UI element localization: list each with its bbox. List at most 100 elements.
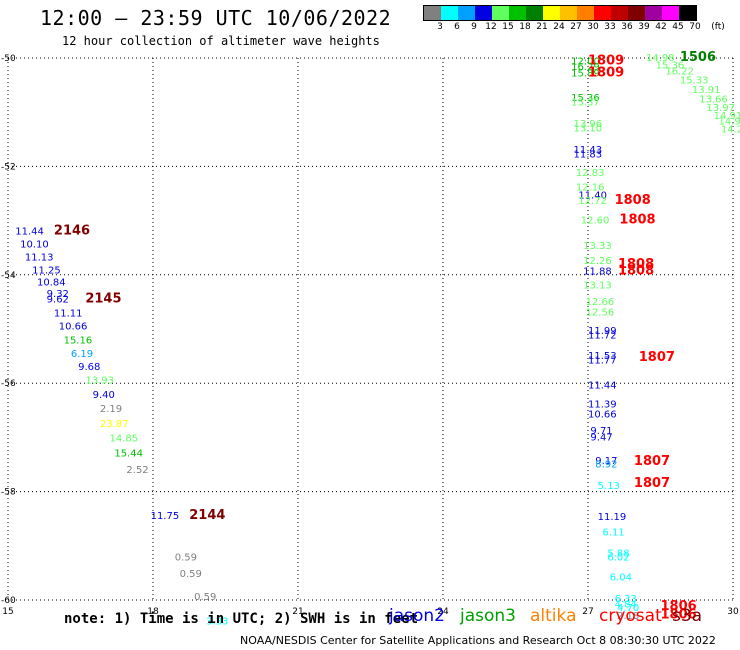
wave-height-label: 11.19	[598, 512, 627, 523]
wave-height-label: 11.77	[588, 355, 617, 366]
color-swatch	[662, 6, 679, 20]
wave-height-label: 9.68	[78, 362, 100, 373]
longitude-tick-label: 27	[582, 607, 593, 617]
wave-height-label: 9.71	[590, 426, 612, 437]
wave-height-label: 12:00	[571, 57, 600, 68]
wave-height-label: 6.11	[603, 528, 625, 539]
wave-height-label: 2.18	[617, 611, 639, 622]
color-scale-label: 18	[519, 22, 531, 32]
wave-height-label: 11.13	[25, 252, 54, 263]
longitude-tick-label: 24	[437, 607, 449, 617]
pass-time-label: 1808	[615, 193, 651, 208]
longitude-tick-label: 21	[292, 607, 303, 617]
wave-height-label: 9.62	[47, 295, 69, 306]
wave-height-label: 6.19	[71, 349, 93, 360]
wave-height-label: 11.83	[574, 149, 603, 160]
color-scale-label: 24	[553, 22, 565, 32]
color-scale-label: 39	[638, 22, 650, 32]
latitude-tick-label: -56	[1, 379, 16, 389]
latitude-tick-label: -54	[1, 271, 16, 281]
wave-height-label: 13.10	[574, 123, 603, 134]
color-swatch	[492, 6, 509, 20]
units-note: note: 1) Time is in UTC; 2) SWH is in fe…	[64, 611, 419, 627]
wave-height-label: 10.84	[37, 277, 66, 288]
color-swatch	[509, 6, 526, 20]
wave-height-label: 12.60	[581, 216, 610, 227]
wave-height-label: 11.53	[588, 351, 617, 362]
longitude-tick-label: 30	[727, 607, 739, 617]
pass-time-label: 1807	[634, 476, 670, 491]
color-scale-label: 45	[672, 22, 684, 32]
wave-height-label: 2.19	[100, 404, 122, 415]
wave-height-label: 5.88	[607, 548, 629, 559]
pass-time-label: 1807	[639, 350, 675, 365]
color-swatch	[458, 6, 475, 20]
wave-height-label: 16.29	[571, 62, 600, 73]
footer-credit: NOAA/NESDIS Center for Satellite Applica…	[240, 634, 716, 647]
wave-height-label: 6.33	[615, 594, 637, 605]
color-scale-bar	[423, 5, 697, 21]
pass-time-label: 1809	[588, 54, 624, 69]
color-swatch	[679, 6, 696, 20]
wave-height-label: 11.39	[588, 399, 617, 410]
color-swatch	[594, 6, 611, 20]
color-swatch	[645, 6, 662, 20]
pass-time-label: 1806	[661, 608, 697, 623]
wave-height-label: 15.89	[571, 69, 600, 80]
wave-height-label: 14.98	[646, 53, 675, 64]
wave-height-label: 11.44	[588, 380, 617, 391]
legend-jason3: jason3	[460, 606, 516, 626]
wave-height-label: 10.66	[588, 410, 617, 421]
wave-height-label: 11.43	[574, 145, 603, 156]
wave-height-label: 14.27	[721, 124, 740, 135]
pass-time-label: 1807	[634, 454, 670, 469]
longitude-tick-label: 18	[147, 607, 159, 617]
wave-height-label: 13.93	[85, 375, 114, 386]
pass-time-label: 1806	[661, 599, 697, 614]
wave-height-label: 15.36	[656, 61, 685, 72]
wave-height-label: 13.96	[574, 119, 603, 130]
wave-height-label: 11.44	[15, 226, 44, 237]
color-swatch	[560, 6, 577, 20]
wave-height-label: 16.22	[665, 66, 694, 77]
wave-height-label: 12.16	[576, 182, 605, 193]
wave-height-label: 11.75	[151, 511, 180, 522]
wave-height-label: 0.59	[175, 553, 197, 564]
wave-height-label: 9.40	[93, 390, 115, 401]
wave-height-label: 11.11	[54, 309, 83, 320]
wave-height-label: 9.32	[47, 289, 69, 300]
wave-height-label: 9.17	[595, 456, 617, 467]
wave-height-label: 15.33	[680, 76, 709, 87]
wave-height-label: 14.85	[110, 433, 139, 444]
wave-height-label: 5.13	[598, 481, 620, 492]
color-swatch	[424, 6, 441, 20]
color-scale-label: (ft)	[711, 22, 725, 32]
wave-height-label: 4.70	[617, 603, 639, 614]
wave-height-label: 23.87	[100, 419, 129, 430]
pass-time-label: 1808	[618, 263, 654, 278]
color-swatch	[543, 6, 560, 20]
pass-time-label: 1808	[619, 213, 655, 228]
wave-height-label: 15.16	[64, 335, 93, 346]
wave-height-label: 11.72	[588, 330, 617, 341]
color-scale-label: 27	[570, 22, 582, 32]
color-swatch	[475, 6, 492, 20]
wave-height-label: 15.44	[114, 449, 143, 460]
wave-height-label: 12.72	[578, 196, 607, 207]
pass-time-label: 1808	[618, 257, 654, 272]
color-scale-label: 6	[454, 22, 460, 32]
latitude-tick-label: -50	[1, 54, 16, 64]
pass-time-label: 1809	[588, 66, 624, 81]
latitude-tick-label: -60	[1, 596, 16, 606]
wave-height-label: 11.25	[32, 265, 61, 276]
pass-time-label: 2144	[189, 508, 225, 523]
color-scale-label: 42	[655, 22, 667, 32]
wave-height-label: 13.13	[583, 281, 612, 292]
wave-height-label: 12.56	[586, 308, 615, 319]
wave-height-label: 11.99	[588, 326, 617, 337]
legend-s3a: s3a	[672, 606, 703, 626]
wave-height-label: 15.37	[571, 97, 600, 108]
legend-jason2: jason2	[389, 606, 445, 626]
color-swatch	[628, 6, 645, 20]
